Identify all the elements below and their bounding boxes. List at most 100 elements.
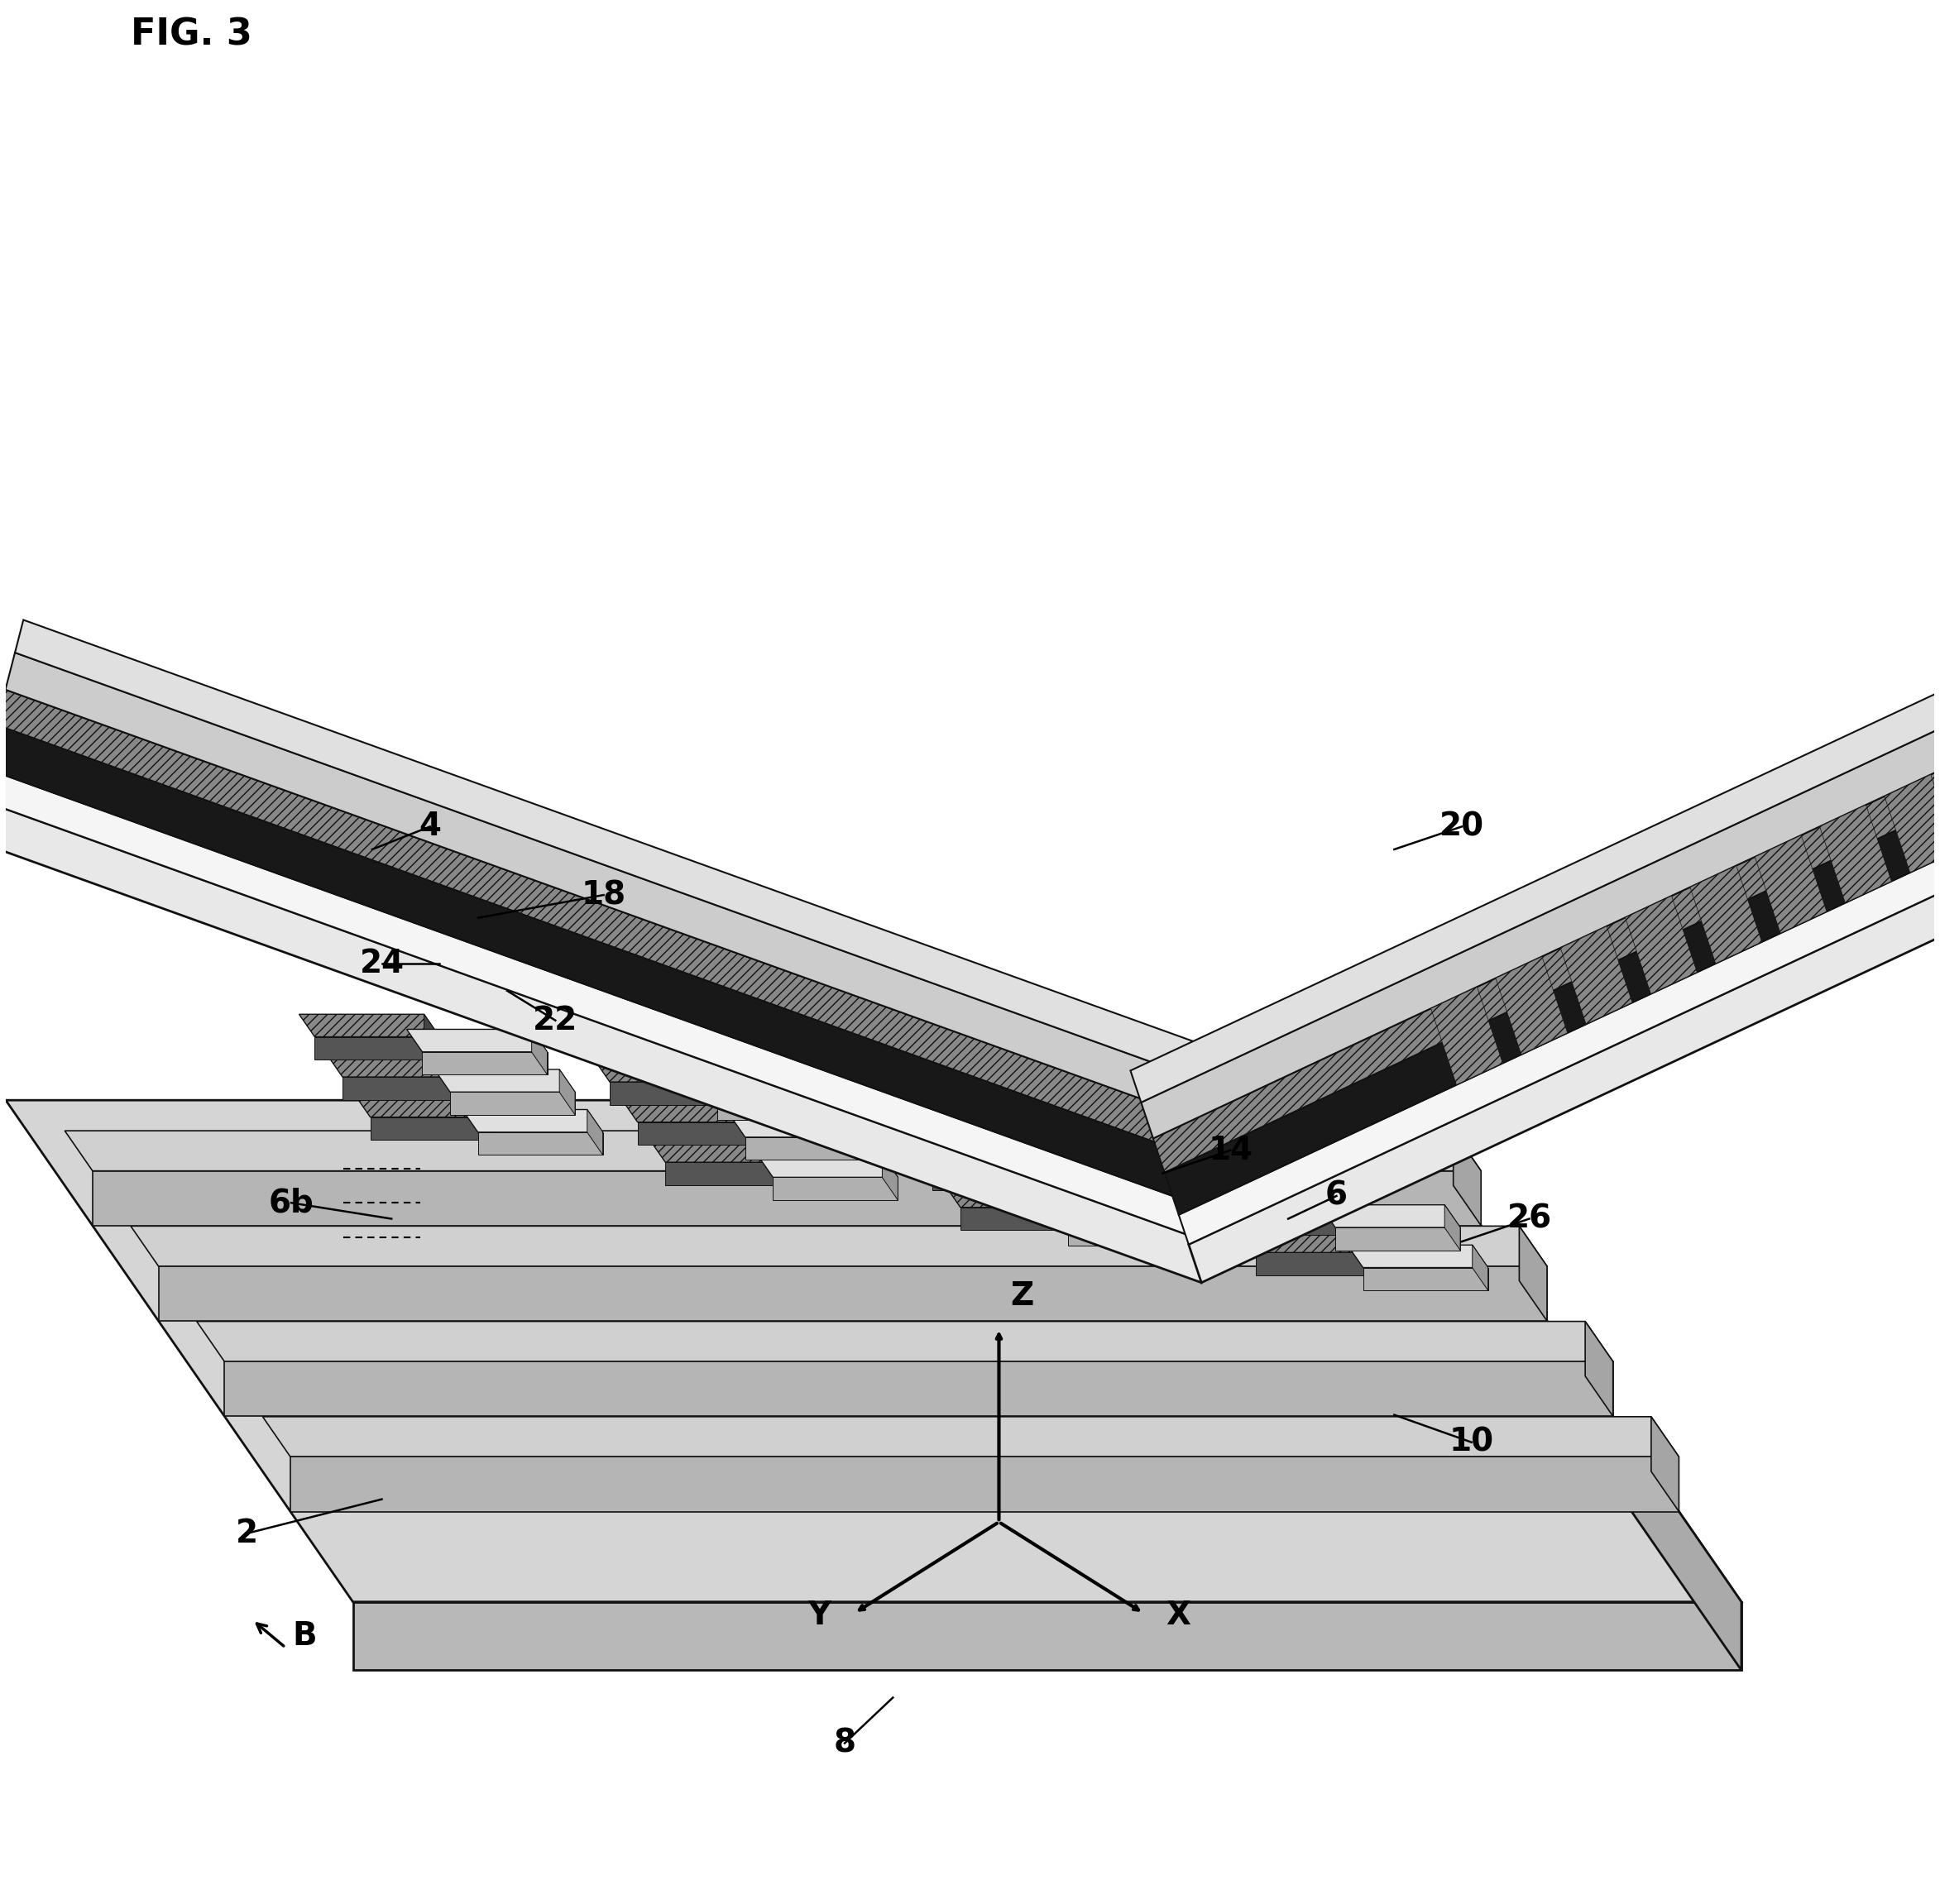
Polygon shape (1626, 897, 1698, 994)
Polygon shape (299, 1015, 440, 1038)
Polygon shape (435, 1070, 574, 1093)
Polygon shape (702, 1074, 842, 1097)
Polygon shape (130, 1226, 1546, 1266)
Polygon shape (904, 1127, 1030, 1150)
Polygon shape (1472, 1245, 1488, 1291)
Polygon shape (1178, 1200, 1193, 1245)
Polygon shape (774, 1140, 790, 1184)
Polygon shape (1519, 1226, 1546, 1321)
Polygon shape (326, 1055, 468, 1078)
Text: 2: 2 (235, 1517, 258, 1550)
Polygon shape (945, 1184, 1084, 1207)
Text: 8: 8 (834, 1727, 856, 1759)
Polygon shape (0, 800, 1212, 1283)
Polygon shape (1432, 986, 1504, 1085)
Polygon shape (826, 1074, 842, 1120)
Polygon shape (1310, 1150, 1325, 1196)
Polygon shape (314, 1038, 440, 1061)
Polygon shape (1228, 1213, 1352, 1236)
Polygon shape (532, 1030, 547, 1074)
Polygon shape (720, 1059, 735, 1104)
Polygon shape (1150, 1160, 1166, 1205)
Text: X: X (1166, 1599, 1191, 1632)
Polygon shape (594, 1059, 735, 1081)
Polygon shape (355, 1095, 495, 1118)
Text: FIG. 3: FIG. 3 (132, 17, 252, 53)
Polygon shape (452, 1055, 468, 1101)
Polygon shape (918, 1144, 1057, 1167)
Polygon shape (1651, 1417, 1678, 1512)
Polygon shape (1445, 1205, 1461, 1251)
Polygon shape (1067, 1222, 1193, 1245)
Polygon shape (1820, 805, 1891, 902)
Polygon shape (1040, 1182, 1166, 1205)
Text: 18: 18 (582, 880, 627, 910)
Polygon shape (64, 1131, 1480, 1171)
Polygon shape (854, 1114, 871, 1160)
Polygon shape (1152, 704, 1940, 1173)
Polygon shape (1141, 668, 1940, 1139)
Polygon shape (462, 1110, 603, 1133)
Polygon shape (371, 1118, 495, 1140)
Polygon shape (1069, 1184, 1084, 1230)
Polygon shape (1199, 1173, 1325, 1196)
Polygon shape (1015, 1104, 1030, 1150)
Polygon shape (1255, 1253, 1381, 1276)
Polygon shape (1756, 836, 1827, 933)
Polygon shape (1013, 1142, 1137, 1165)
Polygon shape (343, 1078, 468, 1101)
Polygon shape (729, 1114, 871, 1137)
Polygon shape (1042, 1144, 1057, 1190)
Polygon shape (425, 1015, 440, 1061)
Polygon shape (1585, 1321, 1612, 1417)
Polygon shape (889, 1104, 1030, 1127)
Polygon shape (1164, 739, 1940, 1215)
Text: 22: 22 (534, 1005, 578, 1036)
Text: B: B (293, 1620, 316, 1653)
Polygon shape (93, 1171, 1480, 1226)
Polygon shape (0, 725, 1230, 1213)
Polygon shape (1364, 1268, 1488, 1291)
Polygon shape (262, 1417, 1678, 1457)
Polygon shape (757, 1154, 898, 1177)
Polygon shape (997, 1120, 1137, 1142)
Polygon shape (1121, 1120, 1137, 1165)
Polygon shape (745, 1137, 871, 1160)
Polygon shape (665, 1161, 790, 1184)
Polygon shape (196, 1321, 1612, 1361)
Polygon shape (1690, 866, 1762, 963)
Polygon shape (933, 1167, 1057, 1190)
Polygon shape (650, 1140, 790, 1161)
Text: Y: Y (807, 1599, 830, 1632)
Polygon shape (291, 1457, 1678, 1512)
Polygon shape (1189, 811, 1940, 1283)
Polygon shape (772, 1177, 898, 1200)
Polygon shape (407, 1030, 547, 1051)
Polygon shape (477, 1133, 603, 1156)
Polygon shape (1337, 1190, 1352, 1236)
Polygon shape (0, 689, 1240, 1169)
Polygon shape (1180, 781, 1940, 1245)
Text: 6b: 6b (268, 1186, 314, 1219)
Text: 6: 6 (1325, 1180, 1348, 1211)
Polygon shape (1131, 638, 1940, 1102)
Polygon shape (1212, 1190, 1352, 1213)
Polygon shape (1240, 1230, 1381, 1253)
Polygon shape (638, 1121, 762, 1144)
Polygon shape (1496, 956, 1568, 1055)
Polygon shape (1348, 1245, 1488, 1268)
Polygon shape (718, 1097, 842, 1120)
Polygon shape (159, 1266, 1546, 1321)
Polygon shape (6, 1101, 1742, 1601)
Text: 14: 14 (1209, 1135, 1253, 1165)
Text: Z: Z (1011, 1281, 1034, 1312)
Polygon shape (588, 1110, 603, 1156)
Text: 26: 26 (1507, 1203, 1552, 1234)
Polygon shape (883, 1154, 898, 1200)
Text: 24: 24 (359, 948, 404, 979)
Polygon shape (450, 1093, 574, 1116)
Polygon shape (1560, 925, 1632, 1024)
Polygon shape (960, 1207, 1084, 1230)
Polygon shape (6, 653, 1249, 1135)
Polygon shape (1024, 1160, 1166, 1182)
